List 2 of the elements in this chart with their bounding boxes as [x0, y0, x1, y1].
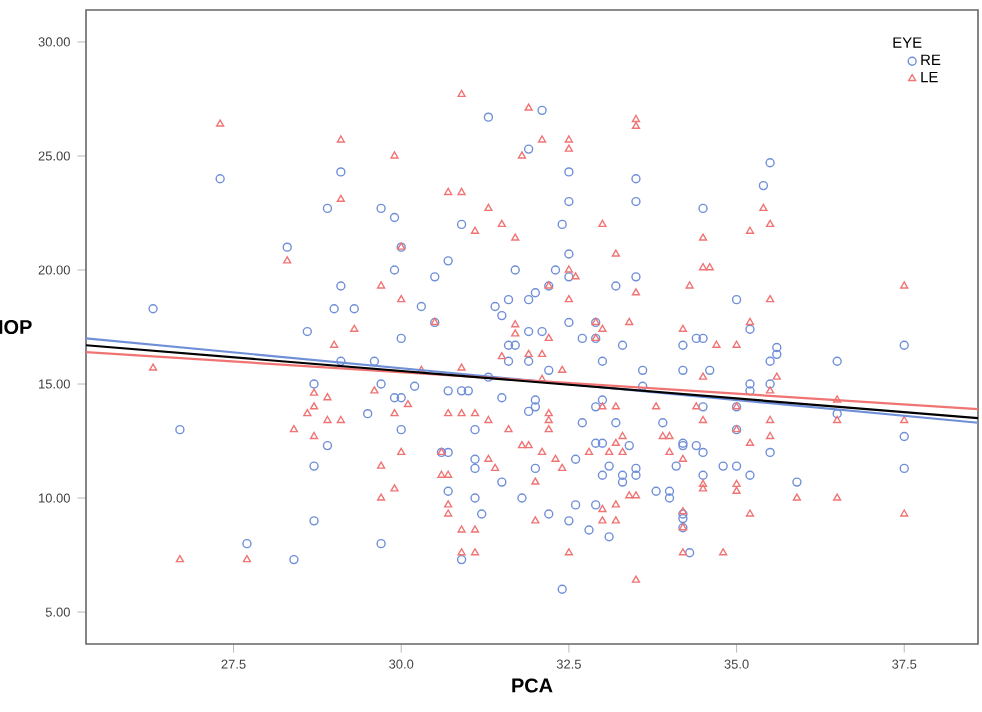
- x-axis-title: PCA: [512, 678, 553, 693]
- y-axis-title: IOP: [0, 319, 32, 335]
